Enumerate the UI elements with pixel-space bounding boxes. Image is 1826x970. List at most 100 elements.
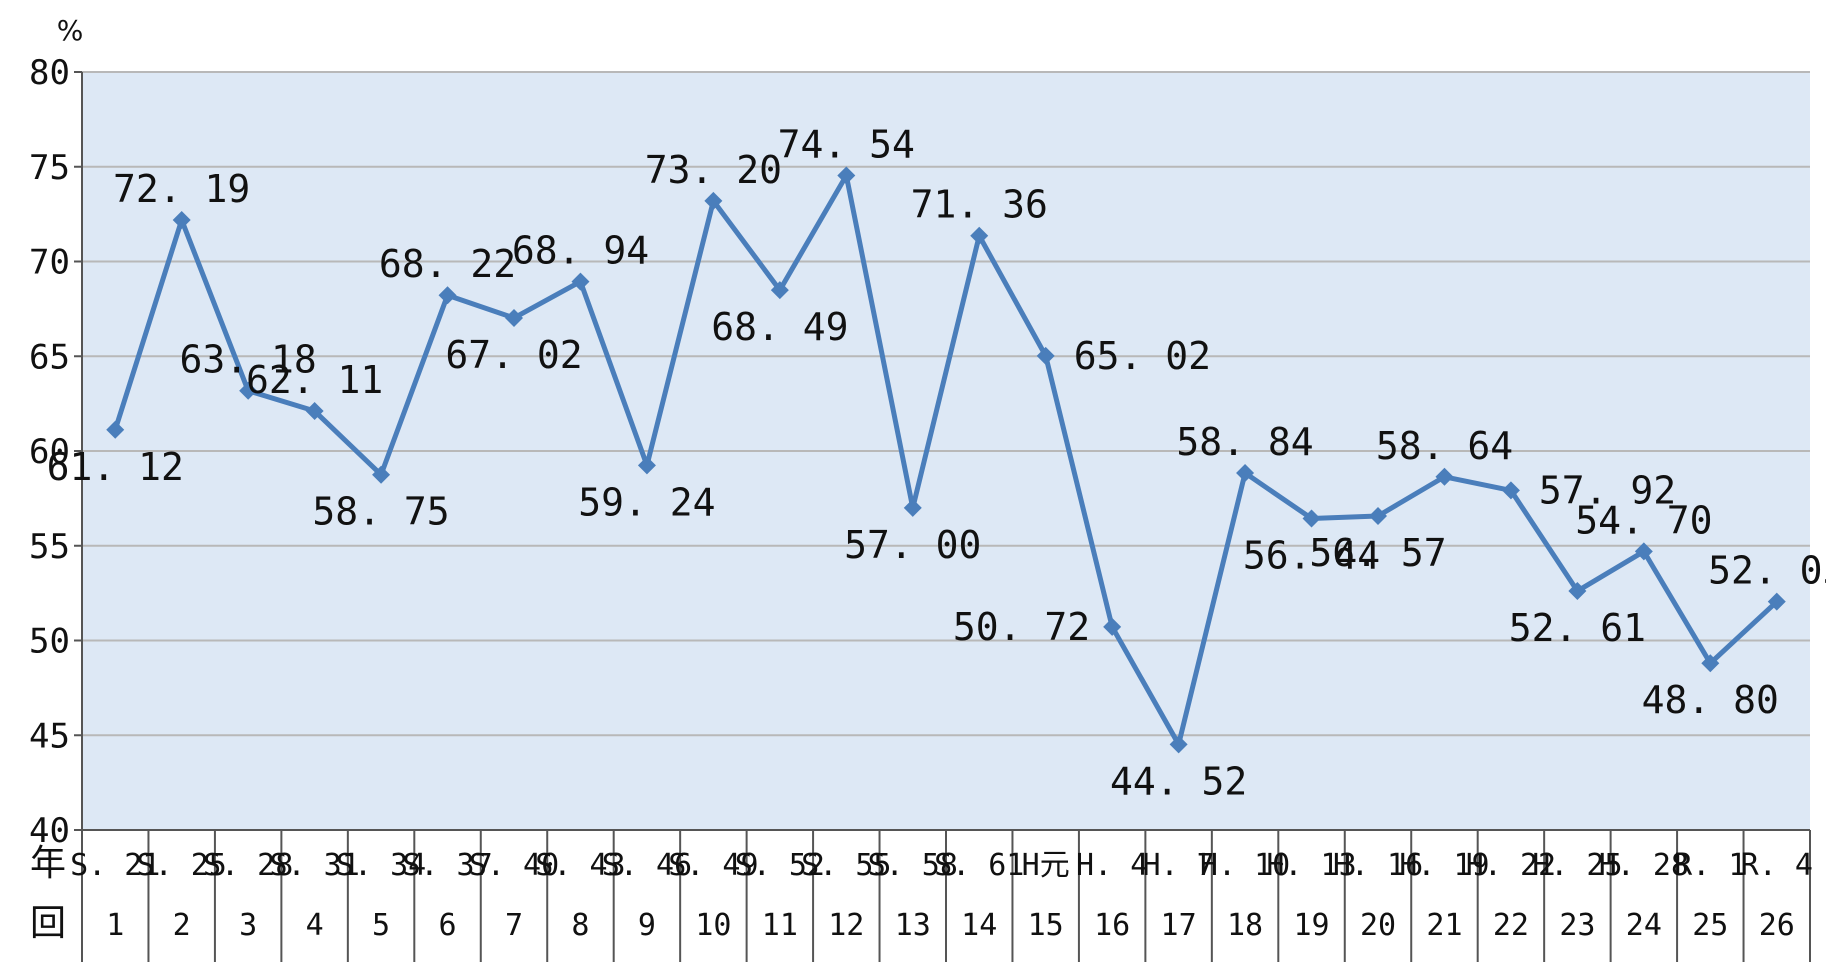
x-category-label: S. 46 — [602, 848, 692, 883]
x-round-label: 2 — [173, 908, 191, 943]
x-round-label: 1 — [106, 908, 124, 943]
data-label: 48. 80 — [1642, 678, 1779, 722]
data-label: 68. 22 — [379, 242, 516, 286]
x-category-label: H. 28 — [1599, 848, 1689, 883]
data-point — [438, 286, 457, 305]
data-label: 68. 94 — [512, 229, 649, 273]
data-point — [837, 166, 856, 185]
y-tick-label: 80 — [29, 53, 70, 93]
y-tick-label: 55 — [29, 527, 70, 567]
data-label: 65. 02 — [1074, 334, 1211, 378]
data-label: 56. 44 — [1243, 533, 1380, 577]
x-category-label: H. 25 — [1532, 848, 1622, 883]
data-label: 56. 57 — [1309, 531, 1446, 575]
data-point — [1369, 506, 1387, 525]
data-point — [1302, 509, 1321, 528]
x-round-label: 15 — [1028, 908, 1064, 943]
y-tick-label: 75 — [29, 148, 70, 188]
x-category-label: S. 40 — [469, 848, 559, 883]
data-label: 44. 52 — [1110, 759, 1247, 803]
x-category-label: S. 58 — [868, 848, 958, 883]
data-point — [239, 381, 258, 400]
data-label: 57. 92 — [1539, 468, 1676, 512]
data-label: 68. 49 — [711, 305, 848, 349]
x-category-label: S. 37 — [402, 848, 492, 883]
y-tick-label: 50 — [29, 622, 70, 662]
x-category-label: H. 22 — [1466, 848, 1556, 883]
y-tick-label: 60 — [29, 432, 70, 472]
row-label-round: 回 — [30, 903, 66, 944]
data-label: 52. 61 — [1509, 606, 1646, 650]
data-label: 59. 24 — [578, 480, 715, 524]
data-label: 71. 36 — [911, 183, 1048, 227]
x-category-label: S. 55 — [801, 848, 891, 883]
data-label: 61. 12 — [47, 445, 184, 489]
x-category-label: H元 — [1022, 848, 1070, 883]
data-point — [571, 272, 590, 291]
data-point — [770, 281, 789, 300]
data-point — [172, 210, 191, 229]
x-round-label: 12 — [828, 908, 864, 943]
x-round-label: 13 — [895, 908, 931, 943]
data-label: 58. 64 — [1376, 424, 1513, 468]
data-label: 58. 75 — [312, 490, 449, 534]
x-category-label: H. 4 — [1076, 848, 1148, 883]
data-point — [305, 402, 324, 421]
data-point — [1501, 481, 1520, 500]
x-round-label: 16 — [1094, 908, 1130, 943]
data-label: 52. 05 — [1708, 549, 1826, 593]
x-round-label: 3 — [239, 908, 257, 943]
x-category-label: H. 16 — [1333, 848, 1423, 883]
x-category-label: S. 43 — [535, 848, 625, 883]
data-label: 50. 72 — [953, 605, 1090, 649]
data-point — [372, 465, 391, 484]
x-round-label: 8 — [571, 908, 589, 943]
x-round-label: 17 — [1161, 908, 1197, 943]
data-point — [903, 498, 922, 517]
x-category-label: S. 28 — [203, 848, 293, 883]
x-round-label: 24 — [1626, 908, 1662, 943]
x-round-label: 10 — [695, 908, 731, 943]
x-category-label: S. 25 — [137, 848, 227, 883]
x-round-label: 14 — [961, 908, 997, 943]
x-round-label: 6 — [439, 908, 457, 943]
x-round-label: 26 — [1759, 908, 1795, 943]
data-point — [1701, 654, 1720, 673]
x-category-label: R. 4 — [1741, 848, 1813, 883]
data-point — [970, 226, 989, 245]
data-label: 58. 84 — [1176, 420, 1313, 464]
x-category-label: S. 52 — [735, 848, 825, 883]
x-category-label: S. 61 — [934, 848, 1024, 883]
x-round-label: 7 — [505, 908, 523, 943]
data-point — [1767, 592, 1786, 611]
data-point — [1634, 542, 1653, 561]
data-label: 54. 70 — [1575, 498, 1712, 542]
x-category-label: S. 34 — [336, 848, 426, 883]
data-point — [1435, 467, 1454, 486]
x-round-label: 9 — [638, 908, 656, 943]
data-point — [1036, 346, 1055, 365]
data-point — [1236, 463, 1255, 482]
x-round-label: 21 — [1426, 908, 1462, 943]
x-round-label: 22 — [1493, 908, 1529, 943]
x-round-label: 18 — [1227, 908, 1263, 943]
x-category-label: S. 21 — [70, 848, 160, 883]
data-point — [704, 191, 723, 210]
data-label: 72. 19 — [113, 167, 250, 211]
data-label: 74. 54 — [778, 122, 915, 166]
x-round-label: 23 — [1559, 908, 1595, 943]
data-label: 57. 00 — [844, 523, 981, 567]
data-point — [1568, 582, 1587, 601]
y-unit-label: % — [57, 14, 84, 47]
y-tick-label: 70 — [29, 243, 70, 283]
x-category-label: R. 1 — [1674, 848, 1746, 883]
x-round-label: 4 — [306, 908, 324, 943]
x-round-label: 19 — [1293, 908, 1329, 943]
x-category-label: H. 10 — [1200, 848, 1290, 883]
row-label-year: 年 — [30, 843, 66, 884]
data-label: 63. 18 — [180, 338, 317, 382]
x-round-label: 11 — [762, 908, 798, 943]
data-label: 67. 02 — [445, 333, 582, 377]
